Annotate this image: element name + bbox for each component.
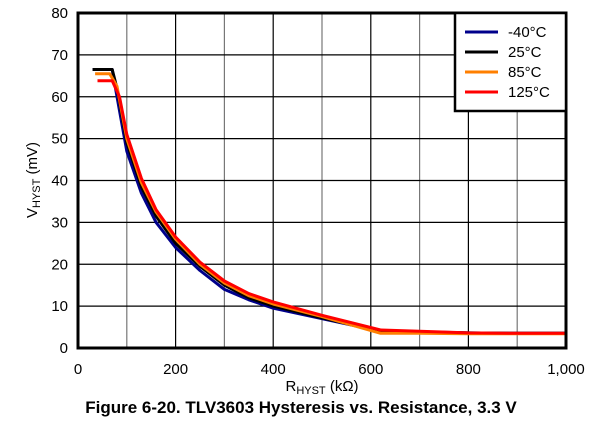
y-tick-label: 50 xyxy=(51,131,68,148)
y-tick-label: 10 xyxy=(51,298,68,315)
legend-label: 25°C xyxy=(508,44,542,61)
y-tick-label: 80 xyxy=(51,5,68,22)
legend: -40°C 25°C 85°C 125°C xyxy=(453,11,568,113)
y-tick-label: 40 xyxy=(51,173,68,190)
x-axis-label: RHYST (kΩ) xyxy=(285,378,358,397)
y-tick-label: 70 xyxy=(51,47,68,64)
y-tick-label: 20 xyxy=(51,256,68,273)
x-axis-label-main: R xyxy=(285,378,296,395)
legend-label: -40°C xyxy=(508,24,547,41)
y-axis-label-unit: (mV) xyxy=(24,142,41,179)
y-axis-label: VHYST (mV) xyxy=(24,142,43,218)
y-tick-label: 0 xyxy=(60,340,68,357)
series-line-125°C xyxy=(97,79,566,335)
x-axis-label-unit: (kΩ) xyxy=(326,378,359,395)
x-tick-label: 800 xyxy=(456,361,481,378)
y-tick-label: 60 xyxy=(51,89,68,106)
x-tick-label: 200 xyxy=(163,361,188,378)
legend-label: 125°C xyxy=(508,84,550,101)
x-tick-label: 600 xyxy=(358,361,383,378)
legend-box xyxy=(453,11,568,113)
x-tick-label: 400 xyxy=(261,361,286,378)
legend-label: 85°C xyxy=(508,64,542,81)
series-line-85°C xyxy=(95,72,566,336)
y-tick-labels: 0 10 20 30 40 50 60 70 80 xyxy=(51,5,68,357)
x-tick-labels: 0 200 400 600 800 1,000 xyxy=(74,361,585,378)
figure-caption: Figure 6-20. TLV3603 Hysteresis vs. Resi… xyxy=(85,398,517,417)
series-lines xyxy=(92,68,566,336)
x-axis-label-sub: HYST xyxy=(296,385,326,397)
y-axis-label-main: V xyxy=(24,208,41,218)
plot-frame xyxy=(76,11,568,350)
y-axis-label-sub: HYST xyxy=(31,178,43,208)
x-tick-label: 0 xyxy=(74,361,82,378)
y-tick-label: 30 xyxy=(51,214,68,231)
x-tick-label: 1,000 xyxy=(547,361,585,378)
